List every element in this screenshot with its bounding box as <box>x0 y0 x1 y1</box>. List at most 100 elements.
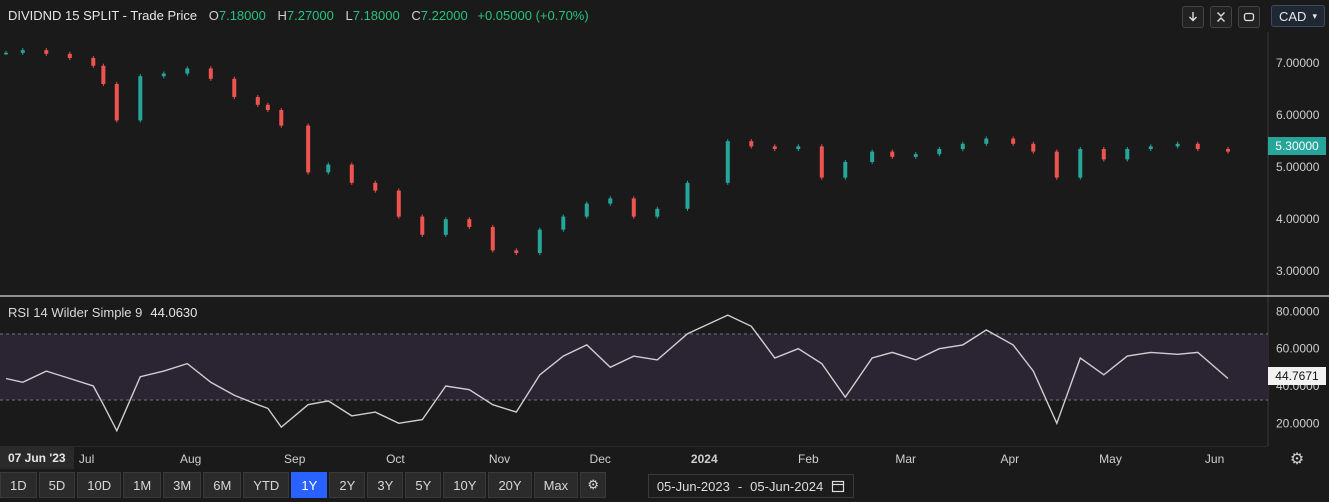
range-button-20y[interactable]: 20Y <box>488 472 532 498</box>
candle-body <box>373 182 378 191</box>
candle-body <box>1011 138 1016 144</box>
time-tick-label: 2024 <box>691 452 718 466</box>
time-tick-label: Mar <box>895 452 916 466</box>
candle-body <box>537 229 542 253</box>
range-button-3y[interactable]: 3Y <box>367 472 404 498</box>
candle-body <box>44 50 49 54</box>
candle-body <box>265 104 270 110</box>
candle-body <box>1175 143 1180 147</box>
candle-body <box>208 68 213 79</box>
last-price-label: 5.30000 <box>1275 139 1319 153</box>
price-candles <box>4 48 1230 256</box>
currency-select[interactable]: CAD ▾ <box>1271 5 1325 27</box>
candle-body <box>326 164 331 173</box>
date-to: 05-Jun-2024 <box>750 478 824 494</box>
series-name: Trade Price <box>130 8 198 23</box>
refresh-icon[interactable] <box>1238 6 1260 28</box>
range-settings-icon[interactable]: ⚙ <box>580 472 607 498</box>
candle-body <box>890 151 895 157</box>
range-button-6m[interactable]: 6M <box>203 472 242 498</box>
candle-body <box>749 141 754 147</box>
candle-body <box>114 84 119 121</box>
close-label: C <box>411 8 421 23</box>
candle-body <box>725 141 730 183</box>
price-axis: 7.00000 6.00000 5.00000 4.00000 3.00000 <box>1276 56 1320 278</box>
rsi-value: 44.0630 <box>150 305 198 320</box>
price-tick-label: 3.00000 <box>1276 264 1320 278</box>
candle-body <box>870 151 875 162</box>
candle-body <box>685 182 690 209</box>
candle-body <box>279 110 284 126</box>
time-tick-label: Sep <box>284 452 306 466</box>
range-button-1d[interactable]: 1D <box>0 472 37 498</box>
range-button-3m[interactable]: 3M <box>163 472 202 498</box>
candle-body <box>4 52 8 55</box>
candle-body <box>161 73 166 77</box>
high-label: H <box>277 8 287 23</box>
symbol-name: DIVIDND 15 SPLIT <box>8 8 120 23</box>
candle-body <box>584 203 589 217</box>
calendar-icon <box>832 480 845 493</box>
range-button-ytd[interactable]: YTD <box>243 472 290 498</box>
chart-canvas[interactable]: 7.00000 6.00000 5.00000 4.00000 3.00000 80.0… <box>0 0 1329 446</box>
high-value: 7.27000 <box>286 8 334 23</box>
time-tick-label: Jun <box>1205 452 1224 466</box>
candle-body <box>514 250 519 253</box>
range-button-10y[interactable]: 10Y <box>443 472 487 498</box>
range-button-1m[interactable]: 1M <box>123 472 162 498</box>
candle-body <box>91 58 96 66</box>
range-button-5y[interactable]: 5Y <box>405 472 442 498</box>
candle-body <box>349 164 354 183</box>
date-sep: - <box>737 478 743 494</box>
header-separator: - <box>122 8 127 23</box>
range-button-10d[interactable]: 10D <box>77 472 122 498</box>
date-from: 05-Jun-2023 <box>656 478 730 494</box>
candle-body <box>1125 149 1130 160</box>
time-axis[interactable]: Jul Aug Sep Oct Nov Dec 2024 Feb Mar Apr May Jun <box>0 446 1268 470</box>
price-tick-label: 6.00000 <box>1276 108 1320 122</box>
price-tick-label: 4.00000 <box>1276 212 1320 226</box>
candle-body <box>1195 143 1200 149</box>
collapse-icon[interactable] <box>1210 6 1232 28</box>
chevron-down-icon: ▾ <box>1312 10 1317 21</box>
candle-body <box>631 198 636 217</box>
candle-body <box>1054 151 1059 178</box>
last-rsi-box <box>1268 367 1326 385</box>
candle-body <box>396 190 401 217</box>
chart-header: DIVIDND 15 SPLIT - Trade Price O7.18000 … <box>8 8 589 23</box>
candle-body <box>843 162 848 178</box>
rsi-tick-label: 60.0000 <box>1276 342 1320 356</box>
candle-body <box>232 78 237 97</box>
range-button-5d[interactable]: 5D <box>38 472 76 498</box>
candle-body <box>185 68 190 74</box>
candle-body <box>913 154 918 157</box>
time-tick-label: Jul <box>79 452 94 466</box>
candle-body <box>255 97 260 105</box>
candle-body <box>1226 149 1230 152</box>
candle-body <box>138 76 143 121</box>
price-tick-label: 5.00000 <box>1276 160 1320 174</box>
rsi-band <box>0 334 1268 400</box>
candle-body <box>467 219 472 227</box>
open-label: O <box>208 8 219 23</box>
low-label: L <box>345 8 353 23</box>
candle-body <box>819 146 824 178</box>
range-button-1y[interactable]: 1Y <box>291 472 328 498</box>
last-price-box <box>1268 137 1326 155</box>
close-value: 7.22000 <box>420 8 468 23</box>
date-range-picker[interactable]: 05-Jun-2023 - 05-Jun-2024 <box>648 474 854 498</box>
range-bar: 1D 5D 10D 1M 3M 6M YTD 1Y 2Y 3Y 5Y 10Y 20Y Max ⚙ <box>0 472 607 500</box>
time-tick-label: Feb <box>798 452 819 466</box>
time-tick-label: Dec <box>590 452 611 466</box>
range-button-2y[interactable]: 2Y <box>329 472 366 498</box>
rsi-title: RSI 14 Wilder Simple 9 <box>8 305 143 320</box>
candle-body <box>420 216 425 235</box>
download-arrow-icon[interactable] <box>1182 6 1204 28</box>
range-button-max[interactable]: Max <box>533 472 579 498</box>
candle-body <box>101 65 106 84</box>
axis-settings-icon[interactable]: ⚙ <box>1289 451 1305 468</box>
candle-body <box>608 198 613 204</box>
time-tick-label: Aug <box>180 452 201 466</box>
candle-body <box>1031 143 1036 152</box>
candle-body <box>937 149 942 155</box>
